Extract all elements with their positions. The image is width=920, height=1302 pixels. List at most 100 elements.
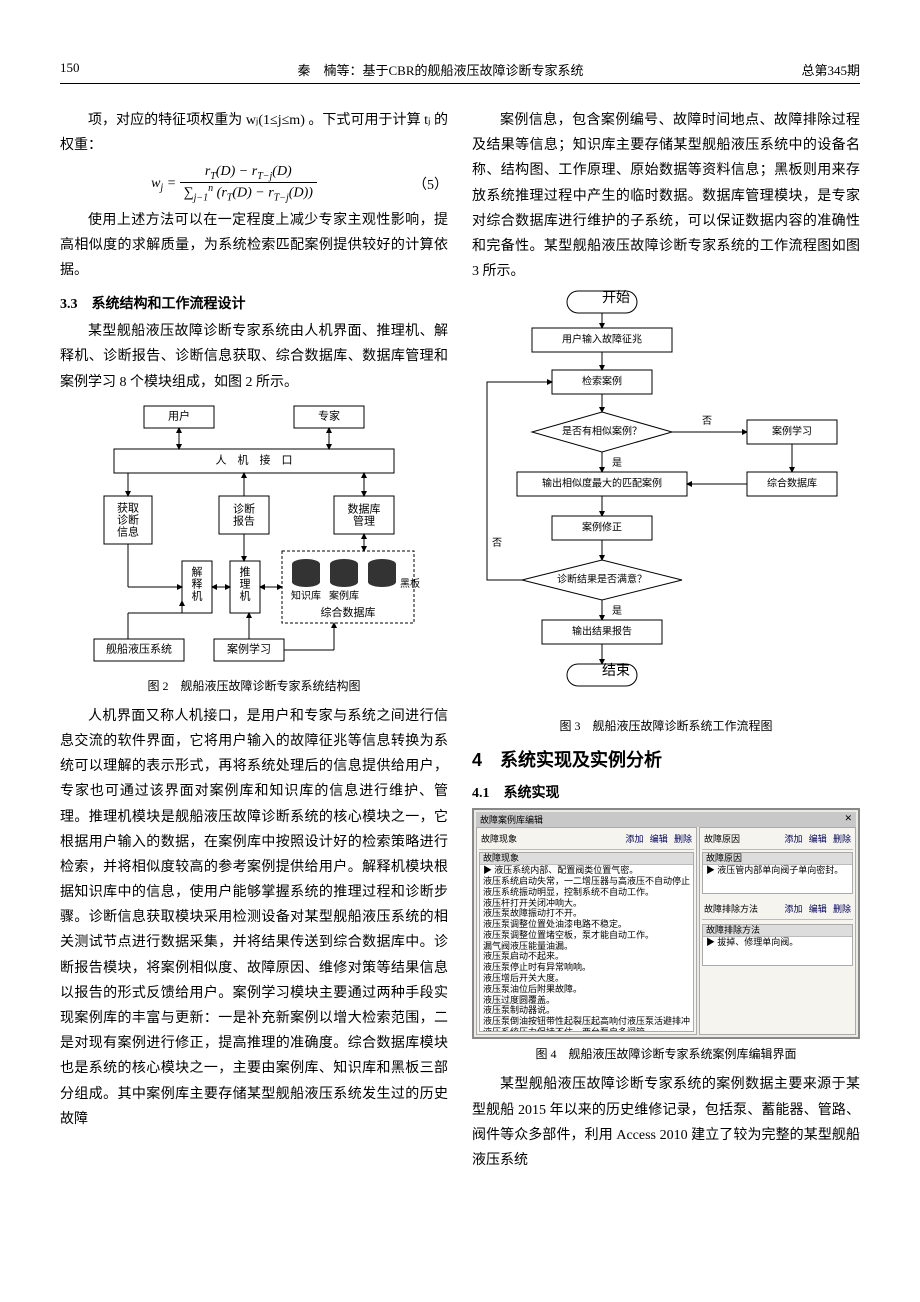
svg-text:解: 解 (192, 564, 203, 578)
fig3-d2-yes: 是 (612, 605, 622, 617)
equation-5: wj = rT(D) − rT−j(D) ∑j−1n (rT(D) − rT−j… (60, 160, 448, 207)
left-column: 项，对应的特征项权重为 wⱼ(1≤j≤m) 。下式可用于计算 tⱼ 的权重： w… (60, 108, 448, 1175)
figure-2-caption: 图 2 舰船液压故障诊断专家系统结构图 (60, 677, 448, 694)
fig3-start: 开始 (602, 290, 630, 306)
svg-text:机: 机 (240, 588, 251, 602)
svg-text:获取: 获取 (117, 501, 139, 514)
list-item[interactable]: ▶ 拔掉、修理单向阀。 (703, 937, 852, 948)
right-column: 案例信息，包含案例编号、故障时间地点、故障排除过程及结果等信息；知识库主要存储某… (472, 108, 860, 1175)
list-item[interactable]: 液压系统振动明显，控制系统不自动工作。 (480, 887, 693, 898)
equation-number: （5） (408, 174, 448, 194)
list-item: 故障现象 (480, 853, 693, 865)
fig4-r1-edit-button[interactable]: 编辑 (809, 834, 827, 844)
fig3-d2: 诊断结果是否满意？ (557, 573, 647, 586)
fig4-window-title: 故障案例库编辑 (480, 813, 543, 826)
list-item[interactable]: 液压过度圆覆盖。 (480, 995, 693, 1006)
fig4-titlebar: 故障案例库编辑 ✕ (476, 812, 856, 827)
figure-3: 开始 用户输入故障征兆 检索案例 是否有相似案例？ 是 否 案例学习 综合数据库… (472, 286, 860, 711)
svg-text:数据库: 数据库 (348, 501, 381, 515)
fig4-right1-list[interactable]: 故障原因▶ 液压管内部单向阀子单向密封。 (702, 852, 853, 894)
fig2-label-cb: 案例库 (329, 589, 359, 602)
fig3-d1-yes: 是 (612, 457, 622, 469)
page-header: 150 秦 楠等：基于CBR的舰船液压故障诊断专家系统 总第345期 (60, 60, 860, 84)
list-item[interactable]: 液压杆打开关闭冲响大。 (480, 898, 693, 909)
fig4-right-panel: 故障原因 添加 编辑 删除 故障原因▶ 液压管内部单向阀子单向密封。 故障排除方… (699, 827, 856, 1035)
figure-4: 故障案例库编辑 ✕ 故障现象 添加 编辑 删除 故障现象▶ 液压系统内部、配置阀… (472, 808, 860, 1039)
list-item[interactable]: 液压泵油位后附果故障。 (480, 984, 693, 995)
para-2: 使用上述方法可以在一定程度上减少专家主观性影响，提高相似度的求解质量，为系统检索… (60, 208, 448, 284)
figure-2: 用户 专家 人 机 接 口 获取诊断信息 诊断报告 数据库管理 解释机 推理机 (60, 401, 448, 671)
list-item[interactable]: 液压泵调整位置处油漆电路不稳定。 (480, 919, 693, 930)
svg-text:诊断: 诊断 (117, 512, 139, 526)
close-icon[interactable]: ✕ (844, 813, 852, 826)
svg-text:机: 机 (192, 588, 203, 602)
fig3-d2-no: 否 (492, 537, 502, 549)
page-number: 150 (60, 60, 80, 79)
fig3-out1: 输出相似度最大的匹配案例 (542, 477, 662, 490)
fig2-label-bb: 黑板 (400, 577, 420, 590)
fig4-left-edit-button[interactable]: 编辑 (650, 834, 668, 844)
list-item[interactable]: 漏气阀液压能量油漏。 (480, 941, 693, 952)
fig3-search: 检索案例 (582, 375, 622, 388)
list-item: 故障排除方法 (703, 925, 852, 937)
svg-text:管理: 管理 (353, 513, 375, 527)
fig3-input: 用户输入故障征兆 (562, 333, 642, 346)
heading-4-1: 4.1 系统实现 (472, 782, 860, 802)
fig4-left-list[interactable]: 故障现象▶ 液压系统内部、配置阀类位置气密。液压系统启动失常，一二增压器与高液压… (479, 852, 694, 1032)
fig4-left-add-button[interactable]: 添加 (625, 834, 643, 844)
fig4-r1-add-button[interactable]: 添加 (784, 834, 802, 844)
fig2-label-cdb: 综合数据库 (321, 605, 376, 619)
fig4-right2-list[interactable]: 故障排除方法▶ 拔掉、修理单向阀。 (702, 924, 853, 966)
fig2-node-user: 用户 (168, 408, 190, 422)
list-item[interactable]: 液压泵故障振动打不开。 (480, 908, 693, 919)
fig3-out2: 输出结果报告 (572, 625, 632, 638)
fig2-node-sys: 舰船液压系统 (106, 641, 172, 655)
figure-4-caption: 图 4 舰船液压故障诊断专家系统案例库编辑界面 (472, 1045, 860, 1062)
list-item[interactable]: 液压系统压力保持不住，两台泵自多闸管。 (480, 1027, 693, 1032)
fig2-node-hmi: 人 机 接 口 (216, 452, 293, 466)
fig3-cdb: 综合数据库 (767, 477, 817, 490)
fig4-r2-add-button[interactable]: 添加 (784, 904, 802, 914)
list-item[interactable]: ▶ 液压系统内部、配置阀类位置气密。 (480, 865, 693, 876)
figure-3-caption: 图 3 舰船液压故障诊断系统工作流程图 (472, 717, 860, 734)
fig2-node-expert: 专家 (318, 408, 340, 422)
svg-text:理: 理 (240, 577, 251, 590)
list-item[interactable]: 液压系统启动失常，一二增压器与高液压不自动停止 (480, 876, 693, 887)
list-item[interactable]: 液压泵调整位置堵空板，泵才能自动工作。 (480, 930, 693, 941)
two-column-body: 项，对应的特征项权重为 wⱼ(1≤j≤m) 。下式可用于计算 tⱼ 的权重： w… (60, 108, 860, 1175)
fig4-r2-edit-button[interactable]: 编辑 (809, 904, 827, 914)
para-r1: 案例信息，包含案例编号、故障时间地点、故障排除过程及结果等信息；知识库主要存储某… (472, 108, 860, 284)
fig4-left-del-button[interactable]: 删除 (674, 834, 692, 844)
list-item[interactable]: 液压泵倒油按钮带性起裂压起高响付液压泵活避排冲 (480, 1016, 693, 1027)
header-right: 总第345期 (801, 60, 860, 79)
fig3-learn: 案例学习 (772, 425, 812, 438)
fig4-r1-del-button[interactable]: 删除 (833, 834, 851, 844)
fig3-revise: 案例修正 (582, 521, 622, 534)
svg-text:报告: 报告 (233, 513, 255, 527)
fig3-d1: 是否有相似案例？ (562, 425, 642, 438)
heading-3-3: 3.3 系统结构和工作流程设计 (60, 293, 448, 313)
para-1: 项，对应的特征项权重为 wⱼ(1≤j≤m) 。下式可用于计算 tⱼ 的权重： (60, 108, 448, 158)
fig3-d1-no: 否 (702, 415, 712, 427)
fig3-end: 结束 (602, 663, 630, 679)
para-4: 人机界面又称人机接口，是用户和专家与系统之间进行信息交流的软件界面，它将用户输入… (60, 704, 448, 1132)
list-item: 故障原因 (703, 853, 852, 865)
list-item[interactable]: ▶ 液压管内部单向阀子单向密封。 (703, 865, 852, 876)
fig4-left-title: 故障现象 (481, 832, 517, 845)
list-item[interactable]: 液压泵停止时有异常响响。 (480, 962, 693, 973)
list-item[interactable]: 液压增后开关大度。 (480, 973, 693, 984)
fig4-left-panel: 故障现象 添加 编辑 删除 故障现象▶ 液压系统内部、配置阀类位置气密。液压系统… (476, 827, 697, 1035)
fig2-label-kb: 知识库 (291, 589, 321, 602)
list-item[interactable]: 液压泵启动不起来。 (480, 951, 693, 962)
fig4-right2-title: 故障排除方法 (704, 902, 758, 915)
svg-text:诊断: 诊断 (233, 501, 255, 515)
header-center: 秦 楠等：基于CBR的舰船液压故障诊断专家系统 (297, 60, 583, 79)
list-item[interactable]: 液压泵制动器说。 (480, 1005, 693, 1016)
para-3: 某型舰船液压故障诊断专家系统由人机界面、推理机、解释机、诊断报告、诊断信息获取、… (60, 319, 448, 395)
fig2-node-learn: 案例学习 (227, 641, 271, 655)
svg-text:释: 释 (192, 577, 203, 590)
heading-4: 4 系统实现及实例分析 (472, 746, 860, 772)
svg-text:推: 推 (240, 564, 251, 578)
fig4-r2-del-button[interactable]: 删除 (833, 904, 851, 914)
fig4-right1-title: 故障原因 (704, 832, 740, 845)
